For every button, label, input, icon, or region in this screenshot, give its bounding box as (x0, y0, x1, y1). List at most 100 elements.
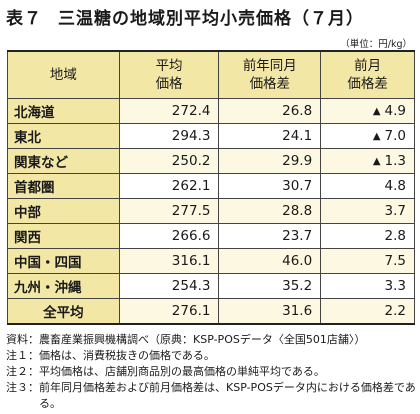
average-price-cell: 294.3 (118, 123, 220, 149)
region-cell-value: 中国・四国 (14, 255, 82, 271)
yoy-diff-cell-value: 28.8 (282, 203, 313, 219)
mom-diff-cell: 2.8 (320, 223, 415, 249)
mom-diff-cell-value: 1.3 (384, 153, 406, 169)
yoy-diff-cell-value: 31.6 (282, 303, 313, 319)
table-number: 表７ (6, 9, 42, 29)
notes: 資料： 農畜産業振興機構調べ（原典：KSP-POSデータ〈全国501店舗〉） 注１… (6, 332, 416, 412)
region-cell: 中国・四国 (7, 248, 120, 274)
region-cell: 北海道 (7, 98, 120, 124)
region-cell: 中部 (7, 198, 120, 224)
yoy-diff-cell: 26.8 (218, 98, 322, 124)
average-price-cell: 254.3 (118, 273, 220, 299)
table-row: 関西 266.6 23.7 2.8 (7, 223, 415, 249)
mom-diff-cell-value: 7.5 (384, 253, 406, 269)
region-cell: 首都圏 (7, 173, 120, 199)
header-mom-diff: 前月 価格差 (320, 50, 415, 99)
region-cell: 関西 (7, 223, 120, 249)
table-row: 全平均 276.1 31.6 2.2 (7, 298, 415, 325)
average-price-cell-value: 272.4 (171, 103, 211, 119)
mom-diff-cell: ▲ 1.3 (320, 148, 415, 174)
average-price-cell-value: 277.5 (171, 203, 211, 219)
yoy-diff-cell: 31.6 (218, 298, 322, 325)
region-cell: 関東など (7, 148, 120, 174)
note-3: 注３： 前年同月価格差および前月価格差は、KSP-POSデータ内における価格差であ… (6, 381, 416, 410)
table-row: 首都圏 262.1 30.7 4.8 (7, 173, 415, 199)
average-price-cell: 250.2 (118, 148, 220, 174)
region-cell: 九州・沖縄 (7, 273, 120, 299)
table-row: 北海道 272.4 26.8 ▲ 4.9 (7, 98, 415, 124)
yoy-diff-cell: 35.2 (218, 273, 322, 299)
mom-diff-cell: 2.2 (320, 298, 415, 325)
average-price-cell-value: 262.1 (171, 178, 211, 194)
yoy-diff-cell-value: 24.1 (282, 128, 313, 144)
note-1: 注１： 価格は、消費税抜きの価格である。 (6, 349, 215, 362)
header-yoy-diff: 前年同月 価格差 (218, 50, 322, 99)
region-cell: 東北 (7, 123, 120, 149)
mom-diff-cell: 4.8 (320, 173, 415, 199)
mom-diff-cell-value: 3.3 (384, 278, 406, 294)
average-price-cell: 316.1 (118, 248, 220, 274)
average-price-cell-value: 266.6 (171, 228, 211, 244)
header-row: 地域 平均 価格 前年同月 価格差 前月 価格差 (7, 50, 415, 99)
mom-diff-cell: 3.7 (320, 198, 415, 224)
yoy-diff-cell-value: 23.7 (282, 228, 313, 244)
mom-diff-cell-value: 4.8 (384, 178, 406, 194)
note-source: 資料： 農畜産業振興機構調べ（原典：KSP-POSデータ〈全国501店舗〉） (6, 333, 366, 346)
mom-diff-cell-value: 7.0 (384, 128, 406, 144)
table-row: 九州・沖縄 254.3 35.2 3.3 (7, 273, 415, 299)
table-title: 表７ 三温糖の地域別平均小売価格（７月） (6, 4, 364, 29)
average-price-cell-value: 276.1 (171, 303, 211, 319)
average-price-cell-value: 254.3 (171, 278, 211, 294)
header-region: 地域 (7, 50, 120, 99)
mom-diff-cell-value: 4.9 (384, 103, 406, 119)
table-row: 中国・四国 316.1 46.0 7.5 (7, 248, 415, 274)
region-cell-value: 首都圏 (14, 180, 55, 196)
yoy-diff-cell: 46.0 (218, 248, 322, 274)
decrease-triangle-icon: ▲ (372, 106, 381, 117)
mom-diff-cell-value: 2.8 (384, 228, 406, 244)
table-title-text: 三温糖の地域別平均小売価格（７月） (58, 9, 364, 29)
region-cell: 全平均 (7, 298, 120, 325)
region-cell-value: 九州・沖縄 (14, 280, 82, 296)
yoy-diff-cell: 24.1 (218, 123, 322, 149)
mom-diff-cell: ▲ 4.9 (320, 98, 415, 124)
table-row: 関東など 250.2 29.9 ▲ 1.3 (7, 148, 415, 174)
yoy-diff-cell: 23.7 (218, 223, 322, 249)
yoy-diff-cell-value: 46.0 (282, 253, 313, 269)
region-cell-value: 北海道 (14, 105, 55, 121)
average-price-cell-value: 316.1 (171, 253, 211, 269)
average-price-cell: 266.6 (118, 223, 220, 249)
mom-diff-cell-value: 3.7 (384, 203, 406, 219)
decrease-triangle-icon: ▲ (372, 156, 381, 167)
average-price-cell: 272.4 (118, 98, 220, 124)
yoy-diff-cell: 29.9 (218, 148, 322, 174)
yoy-diff-cell-value: 30.7 (282, 178, 313, 194)
region-cell-value: 関東など (14, 155, 68, 171)
region-cell-value: 全平均 (43, 305, 84, 321)
average-price-cell: 277.5 (118, 198, 220, 224)
mom-diff-cell: 3.3 (320, 273, 415, 299)
average-price-cell: 276.1 (118, 298, 220, 325)
yoy-diff-cell-value: 29.9 (282, 153, 313, 169)
yoy-diff-cell: 28.8 (218, 198, 322, 224)
average-price-cell-value: 250.2 (171, 153, 211, 169)
region-cell-value: 中部 (14, 205, 41, 221)
decrease-triangle-icon: ▲ (372, 131, 381, 142)
table-row: 東北 294.3 24.1 ▲ 7.0 (7, 123, 415, 149)
region-cell-value: 東北 (14, 130, 41, 146)
note-2: 注２： 平均価格は、店舗別商品別の最高価格の単純平均である。 (6, 365, 325, 378)
header-average-price: 平均 価格 (118, 50, 220, 99)
mom-diff-cell-value: 2.2 (384, 303, 406, 319)
yoy-diff-cell-value: 35.2 (282, 278, 313, 294)
average-price-cell-value: 294.3 (171, 128, 211, 144)
yoy-diff-cell: 30.7 (218, 173, 322, 199)
price-table: 地域 平均 価格 前年同月 価格差 前月 価格差 北海道 272.4 26.8 ▲ 4.9 東北… (7, 50, 415, 325)
yoy-diff-cell-value: 26.8 (282, 103, 313, 119)
average-price-cell: 262.1 (118, 173, 220, 199)
mom-diff-cell: ▲ 7.0 (320, 123, 415, 149)
mom-diff-cell: 7.5 (320, 248, 415, 274)
region-cell-value: 関西 (14, 230, 41, 246)
unit-label: （単位：円/kg） (340, 39, 412, 50)
table-row: 中部 277.5 28.8 3.7 (7, 198, 415, 224)
